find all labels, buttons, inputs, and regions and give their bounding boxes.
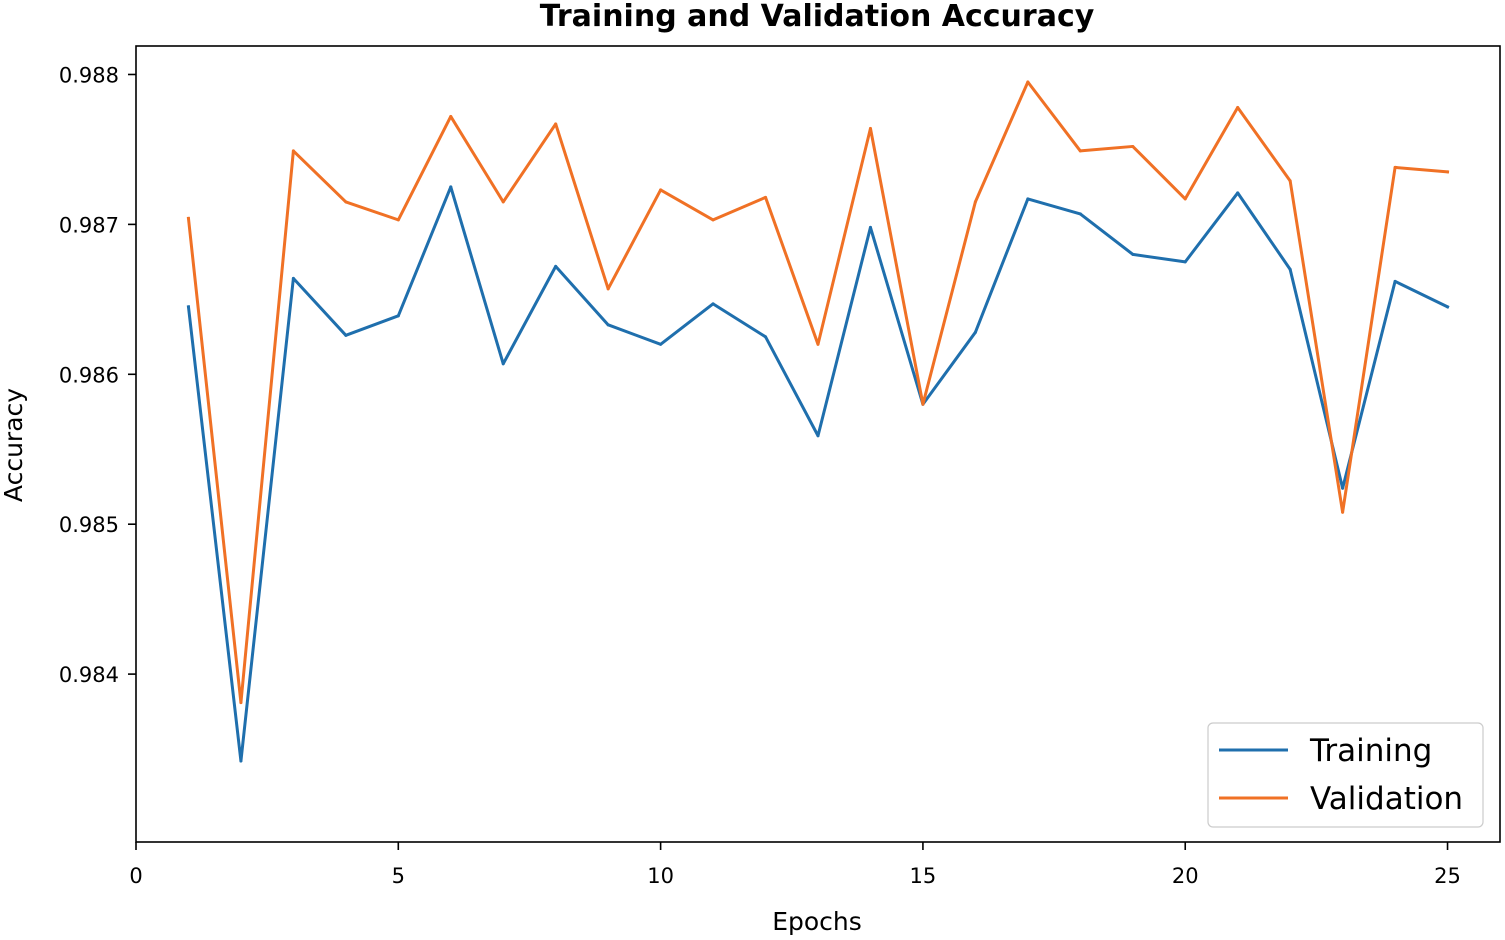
data-point-validation-epoch-10 [659,188,663,192]
data-point-validation-epoch-3 [291,149,295,153]
x-axis-label: Epochs [772,907,862,936]
data-point-training-epoch-10 [659,342,663,346]
data-point-validation-epoch-24 [1393,165,1397,169]
x-axis-ticks: 0 5 10 15 20 25 [129,842,1461,888]
data-point-training-epoch-7 [501,362,505,366]
data-point-validation-epoch-25 [1446,170,1450,174]
data-point-validation-epoch-7 [501,200,505,204]
data-point-validation-epoch-22 [1288,179,1292,183]
data-point-training-epoch-20 [1183,260,1187,264]
data-point-training-epoch-21 [1236,191,1240,195]
data-point-training-epoch-2 [239,759,243,763]
data-point-training-epoch-5 [396,314,400,318]
data-point-training-epoch-22 [1288,267,1292,271]
data-point-training-epoch-9 [606,323,610,327]
x-tick-label: 20 [1172,864,1199,888]
series-line-validation [186,80,1450,705]
data-point-training-epoch-1 [186,305,190,309]
data-point-validation-epoch-12 [764,195,768,199]
data-point-validation-epoch-1 [186,216,190,220]
y-axis-label: Accuracy [0,388,28,502]
x-tick-label: 10 [647,864,674,888]
y-axis-ticks: 0.984 0.985 0.986 0.987 0.988 [59,63,136,687]
plot-lines [186,80,1450,763]
data-point-training-epoch-16 [973,330,977,334]
data-point-validation-epoch-4 [344,200,348,204]
data-point-training-epoch-24 [1393,279,1397,283]
data-point-validation-epoch-9 [606,287,610,291]
data-point-training-epoch-4 [344,333,348,337]
data-point-training-epoch-23 [1341,486,1345,490]
data-point-training-epoch-6 [449,185,453,189]
data-point-validation-epoch-21 [1236,105,1240,109]
legend-label-validation: Validation [1310,781,1463,817]
data-point-validation-epoch-16 [973,200,977,204]
x-tick-label: 5 [392,864,405,888]
data-point-validation-epoch-18 [1078,149,1082,153]
data-point-validation-epoch-6 [449,114,453,118]
data-point-training-epoch-8 [554,264,558,268]
data-point-validation-epoch-8 [554,122,558,126]
x-tick-label: 25 [1434,864,1461,888]
data-point-training-epoch-19 [1131,252,1135,256]
x-tick-label: 0 [129,864,142,888]
data-point-training-epoch-11 [711,302,715,306]
series-line-training [186,185,1450,763]
data-point-training-epoch-17 [1026,197,1030,201]
data-point-validation-epoch-13 [816,342,820,346]
data-point-validation-epoch-2 [239,701,243,705]
data-point-validation-epoch-5 [396,218,400,222]
y-tick-label: 0.984 [59,663,119,687]
data-point-validation-epoch-19 [1131,144,1135,148]
y-tick-label: 0.987 [59,213,119,237]
legend-label-training: Training [1309,733,1432,769]
data-point-training-epoch-14 [868,225,872,229]
data-point-validation-epoch-20 [1183,197,1187,201]
chart-title: Training and Validation Accuracy [540,0,1095,34]
data-point-training-epoch-3 [291,276,295,280]
y-tick-label: 0.986 [59,363,119,387]
data-point-validation-epoch-14 [868,126,872,130]
y-tick-label: 0.985 [59,513,119,537]
data-point-training-epoch-25 [1446,305,1450,309]
data-point-validation-epoch-23 [1341,510,1345,514]
data-point-training-epoch-18 [1078,212,1082,216]
data-point-validation-epoch-17 [1026,80,1030,84]
data-point-validation-epoch-15 [921,402,925,406]
plot-area-frame [135,45,1501,843]
legend: Training Validation [1207,722,1484,828]
y-tick-label: 0.988 [59,63,119,87]
data-point-training-epoch-12 [764,335,768,339]
data-point-training-epoch-13 [816,434,820,438]
x-tick-label: 15 [910,864,937,888]
data-point-validation-epoch-11 [711,218,715,222]
